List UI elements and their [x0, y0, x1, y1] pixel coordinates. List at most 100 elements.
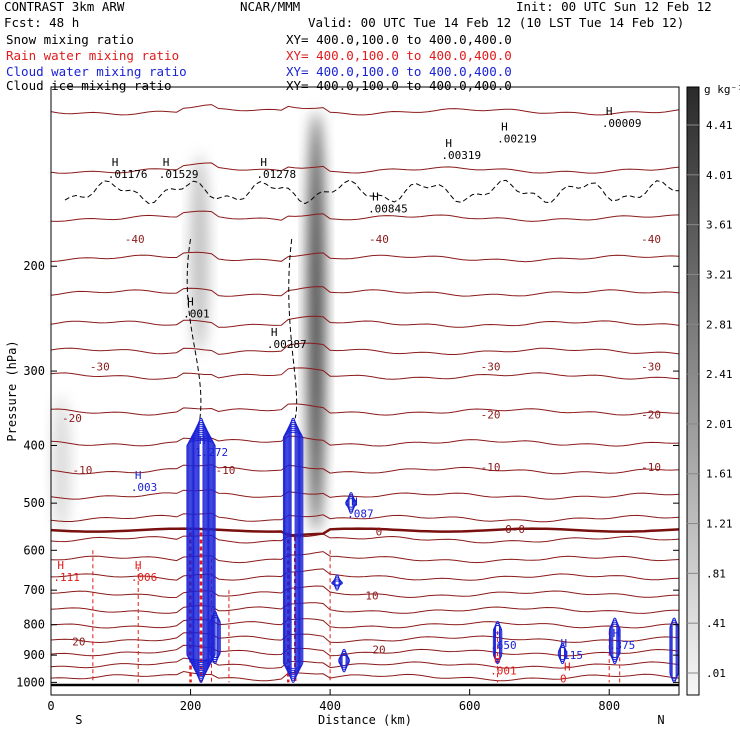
isotherm-2 [50, 210, 680, 222]
x-tick-label-0: 0 [47, 699, 54, 713]
cloud-water-contour-7-1 [670, 619, 678, 681]
cloud-water-contour-9-0 [341, 648, 347, 673]
field-name-cloud-ice: Cloud ice mixing ratio [6, 78, 172, 93]
max-label-15: .115 [556, 649, 583, 662]
colorbar-gradient [686, 86, 700, 696]
field-name-cloud-water: Cloud water mixing ratio [6, 64, 187, 79]
max-marker-4: H [445, 137, 452, 150]
snow-shade-0 [190, 154, 209, 354]
valid-time: Valid: 00 UTC Tue 14 Feb 12 (10 LST Tue … [308, 15, 685, 30]
y-tick-label-7: 900 [23, 648, 45, 662]
cloud-water-contour-2-0 [348, 492, 354, 514]
cloud-water-contour-6-2 [610, 621, 620, 661]
max-label-10: 1.272 [195, 446, 228, 459]
cloud-water-contour-3-0 [334, 574, 340, 591]
max-label-2: .01278 [256, 168, 296, 181]
max-label-1: .01529 [159, 168, 199, 181]
field-xy-snow: XY= 400.0,100.0 to 400.0,400.0 [286, 32, 512, 47]
isotherm-11 [50, 489, 680, 500]
max-label-0: .01176 [108, 168, 148, 181]
field-xy-cloud-water: XY= 400.0,100.0 to 400.0,400.0 [286, 64, 512, 79]
x-tick-label-3: 600 [459, 699, 481, 713]
end-label-right: N [657, 713, 664, 727]
field-xy-cloud-ice: XY= 400.0,100.0 to 400.0,400.0 [286, 78, 512, 93]
cloud-ice-upper [64, 179, 680, 205]
field-xy-rain: XY= 400.0,100.0 to 400.0,400.0 [286, 48, 512, 63]
forecast-hour: Fcst: 48 h [4, 15, 80, 30]
cloud-water-contour-3-2 [332, 578, 342, 587]
max-label-14: .650 [490, 639, 517, 652]
isotherm-8 [50, 403, 680, 416]
temp-label-1: -40 [369, 233, 389, 246]
temp-label-10: -10 [216, 464, 236, 477]
isotherm-9 [50, 435, 680, 447]
x-tick-label-2: 400 [319, 699, 341, 713]
isotherm-22 [50, 670, 680, 682]
cloud-water-contour-1-2 [288, 421, 298, 679]
max-marker-8: H [271, 326, 278, 339]
temp-label-5: -30 [641, 361, 661, 374]
max-marker-9: H [135, 469, 142, 482]
colorbar-label-0: .01 [706, 667, 726, 680]
cloud-water-contour-1-3 [287, 423, 299, 677]
cloud-water-contour-0-5 [193, 427, 210, 673]
temp-label-12: -10 [641, 461, 661, 474]
temp-label-8: -20 [641, 409, 661, 422]
cloud-water-contour-4-2 [492, 624, 503, 661]
model-title: CONTRAST 3km ARW [4, 0, 125, 14]
max-label-11: .087 [347, 507, 374, 520]
field-name-rain: Rain water mixing ratio [6, 48, 180, 63]
max-label-17: .001 [490, 664, 517, 677]
cloud-water-contour-0-7 [190, 431, 212, 669]
max-marker-6: H [606, 105, 613, 118]
max-marker-17: H [494, 652, 501, 665]
isotherm-19 [50, 632, 680, 644]
isotherm-15 [50, 568, 680, 581]
max-label-6: .00009 [602, 117, 642, 130]
max-label-16: .375 [609, 639, 636, 652]
colorbar-label-5: 2.01 [706, 418, 733, 431]
freezing-level-line [50, 527, 680, 537]
isotherm-10 [50, 464, 680, 475]
colorbar-label-1: .41 [706, 617, 726, 630]
x-axis-label: Distance (km) [318, 713, 412, 727]
y-tick-label-6: 800 [23, 618, 45, 632]
y-tick-label-4: 600 [23, 543, 45, 557]
isotherm-1 [50, 162, 680, 174]
cloud-water-contour-7-2 [669, 621, 679, 679]
cloud-water-contour-0-6 [191, 429, 211, 671]
cloud-water-contour-9-2 [339, 652, 349, 669]
contour-labels: -40 -40 -40 -30 -30 -30 -20 -20 -20 -10 -10 -10 -10 0… [53, 105, 661, 685]
cloud-water-contour-1-5 [285, 427, 302, 673]
y-tick-label-5: 700 [23, 583, 45, 597]
isotherm-14 [50, 551, 680, 564]
cloud-water-contour-5-0 [559, 642, 565, 665]
max-marker-2: H [260, 156, 267, 169]
cloud-water-contour-0-1 [197, 419, 205, 681]
max-label-13: .006 [131, 571, 158, 584]
y-tick-label-2: 400 [23, 438, 45, 452]
isotherm-13 [50, 533, 680, 544]
isotherm-12 [50, 512, 680, 523]
temp-label-6: -20 [62, 412, 82, 425]
cloud-water-contours [186, 417, 679, 683]
y-tick-label-3: 500 [23, 496, 45, 510]
init-time: Init: 00 UTC Sun 12 Feb 12 [516, 0, 712, 14]
colorbar-label-2: .81 [706, 567, 726, 580]
cloud-ice-contours [64, 179, 680, 433]
max-label-7: .001 [183, 307, 210, 320]
temp-label-7: -20 [481, 409, 501, 422]
cloud-water-contour-3-1 [333, 576, 341, 589]
cloud-water-contour-6-3 [609, 623, 621, 659]
temp-label-13: 0 [376, 526, 383, 539]
max-marker-1: H [163, 156, 170, 169]
cloud-water-contour-0-8 [189, 433, 213, 667]
cloud-water-contour-6-0 [612, 617, 618, 665]
colorbar-unit: g kg⁻¹ [704, 83, 740, 96]
isotherm-7 [50, 367, 680, 380]
isotherm-4 [50, 286, 680, 297]
cloud-water-contour-9-3 [338, 654, 350, 667]
isotherm-16 [50, 585, 680, 599]
